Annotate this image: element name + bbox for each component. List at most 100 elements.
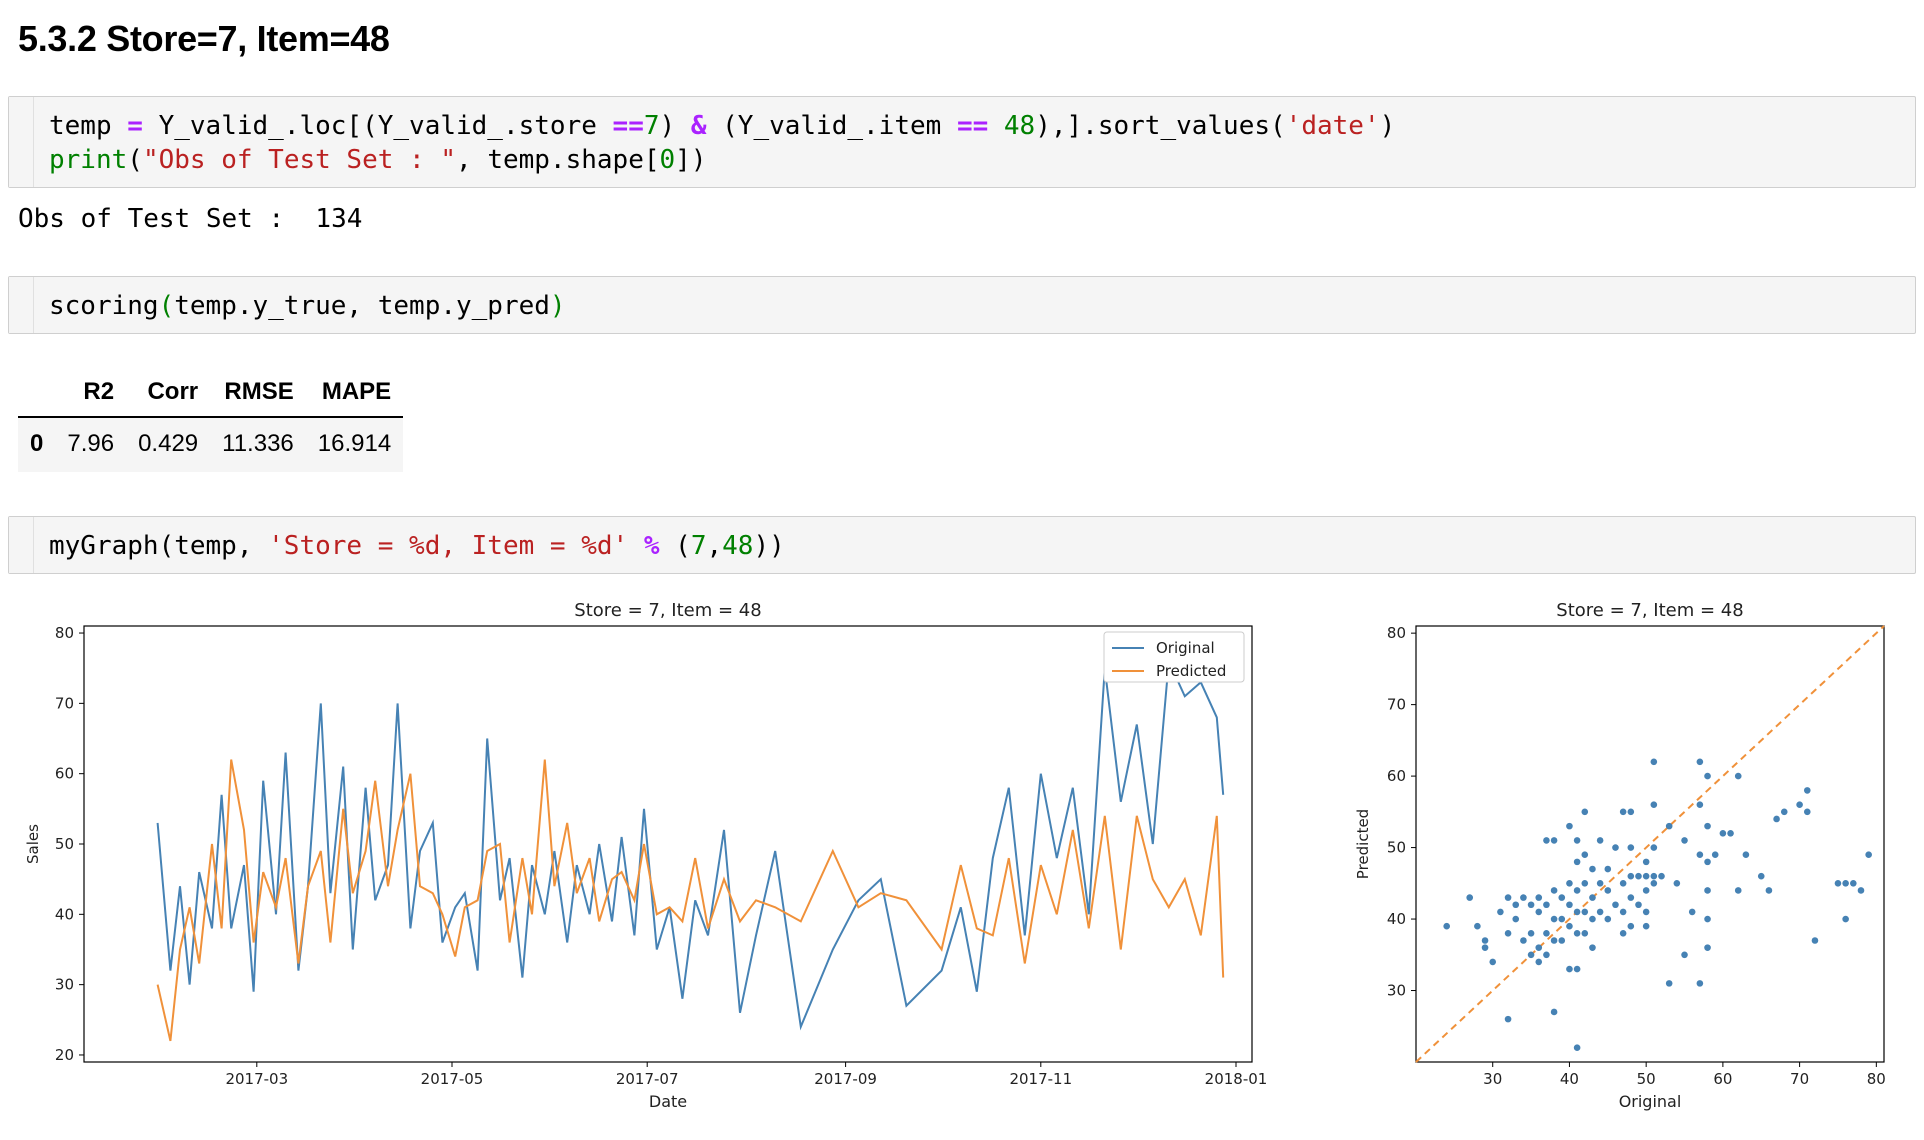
table-header-cell: Corr — [147, 378, 199, 405]
code-token: )) — [753, 531, 785, 561]
row-index: 0 — [30, 430, 44, 457]
series-line-predicted — [156, 759, 1225, 1042]
code-token: ( — [659, 531, 691, 561]
scatter-point — [1558, 915, 1566, 923]
scatter-point — [1581, 908, 1589, 916]
code-token: (Y_valid_.item — [706, 111, 957, 141]
scatter-point — [1589, 894, 1596, 901]
scatter-point — [1612, 901, 1619, 909]
y-tick-label: 20 — [55, 1046, 74, 1064]
code-token — [628, 531, 644, 561]
code-token: , temp.shape[ — [456, 145, 660, 175]
scatter-point — [1581, 808, 1589, 816]
scatter-point — [1803, 808, 1811, 816]
code-token: "Obs of Test Set : " — [142, 145, 457, 175]
scatter-point — [1642, 872, 1650, 880]
table-header-cell: R2 — [83, 378, 115, 405]
code-token: ]) — [675, 145, 707, 175]
scatter-point — [1527, 901, 1535, 909]
x-tick-label: 60 — [1713, 1070, 1732, 1088]
x-tick-label: 2017-09 — [814, 1070, 877, 1088]
scatter-point — [1650, 872, 1658, 880]
y-tick-label: 40 — [55, 905, 74, 923]
code-token: ),].sort_values( — [1035, 111, 1286, 141]
cell-output-stdout: Obs of Test Set : 134 — [18, 204, 363, 234]
scatter-point — [1535, 944, 1543, 951]
scatter-point — [1604, 915, 1612, 923]
code-token: ) — [549, 291, 566, 321]
scatter-point — [1727, 829, 1734, 837]
table-cell: 16.914 — [317, 430, 392, 457]
scatter-point — [1543, 951, 1550, 959]
table-cell: 0.429 — [138, 430, 199, 457]
scatter-point — [1596, 880, 1604, 887]
scatter-point — [1742, 851, 1750, 859]
code-token: 'Store = %d, Item = %d' — [268, 531, 629, 561]
section-heading: 5.3.2 Store=7, Item=48 — [18, 18, 390, 59]
scatter-point — [1573, 965, 1581, 973]
diagonal-reference-line — [1415, 625, 1885, 1063]
code-cell-query[interactable]: temp = Y_valid_.loc[(Y_valid_.store ==7)… — [8, 96, 1916, 188]
chart-title: Store = 7, Item = 48 — [1556, 600, 1743, 621]
scatter-point — [1696, 980, 1704, 987]
legend-box — [1103, 631, 1245, 683]
scatter-point — [1535, 908, 1543, 916]
cell-gutter — [9, 277, 34, 333]
scatter-point — [1504, 930, 1512, 937]
scatter-point — [1481, 944, 1489, 951]
scatter-point — [1627, 808, 1635, 816]
y-tick-label: 70 — [55, 694, 74, 712]
series-line-original — [156, 657, 1225, 1031]
scatter-point — [1696, 851, 1704, 859]
scatter-point — [1765, 887, 1773, 894]
scatter-point — [1619, 880, 1627, 887]
scatter-point — [1604, 887, 1612, 894]
scatter-point — [1681, 837, 1688, 844]
code-token: ) — [1379, 111, 1396, 141]
scatter-point — [1681, 951, 1688, 959]
code-token: 'date' — [1285, 111, 1380, 141]
scatter-point — [1543, 901, 1550, 909]
table-header-cell — [18, 372, 55, 417]
scatter-point — [1520, 894, 1527, 901]
scatter-point — [1466, 894, 1474, 901]
legend-label: Predicted — [1156, 662, 1226, 680]
scatter-point — [1573, 837, 1581, 844]
scatter-point — [1642, 908, 1650, 916]
scatter-point — [1696, 758, 1704, 766]
cell-gutter — [9, 97, 34, 187]
scatter-point — [1504, 1015, 1512, 1023]
scatter-point — [1627, 844, 1635, 851]
scatter-point — [1857, 887, 1865, 894]
scatter-point — [1642, 858, 1650, 866]
code-cell-scoring[interactable]: scoring(temp.y_true, temp.y_pred) — [8, 276, 1916, 334]
code-cell-graph[interactable]: myGraph(temp, 'Store = %d, Item = %d' % … — [8, 516, 1916, 574]
scatter-point — [1650, 801, 1658, 808]
x-axis-label: Original — [1619, 1092, 1682, 1111]
table-cell: 11.336 — [222, 430, 294, 457]
scatter-point — [1650, 880, 1658, 887]
y-tick-label: 80 — [55, 624, 74, 642]
scatter-point — [1673, 880, 1681, 887]
code-token: temp — [49, 111, 128, 141]
code-token: , — [706, 531, 723, 561]
x-tick-label: 2017-11 — [1009, 1070, 1072, 1088]
code-token: == — [956, 111, 989, 141]
y-axis-label: Sales — [24, 824, 42, 864]
scatter-point — [1719, 829, 1727, 837]
table-cell: 7.96 — [67, 430, 115, 457]
scatter-point — [1550, 887, 1558, 894]
y-tick-label: 50 — [55, 835, 74, 853]
code-line-2: print("Obs of Test Set : ", temp.shape[0… — [49, 143, 706, 177]
scatter-point — [1650, 758, 1658, 766]
scatter-point — [1688, 908, 1696, 916]
scatter-point — [1566, 901, 1573, 909]
code-token: 0 — [659, 145, 676, 175]
scatter-point — [1642, 922, 1650, 930]
scatter-point — [1665, 822, 1673, 830]
scatter-point — [1535, 894, 1543, 901]
code-token: = — [127, 111, 143, 141]
scatter-point — [1489, 958, 1497, 966]
scatter-point — [1619, 808, 1627, 816]
scatter-point — [1558, 937, 1566, 944]
